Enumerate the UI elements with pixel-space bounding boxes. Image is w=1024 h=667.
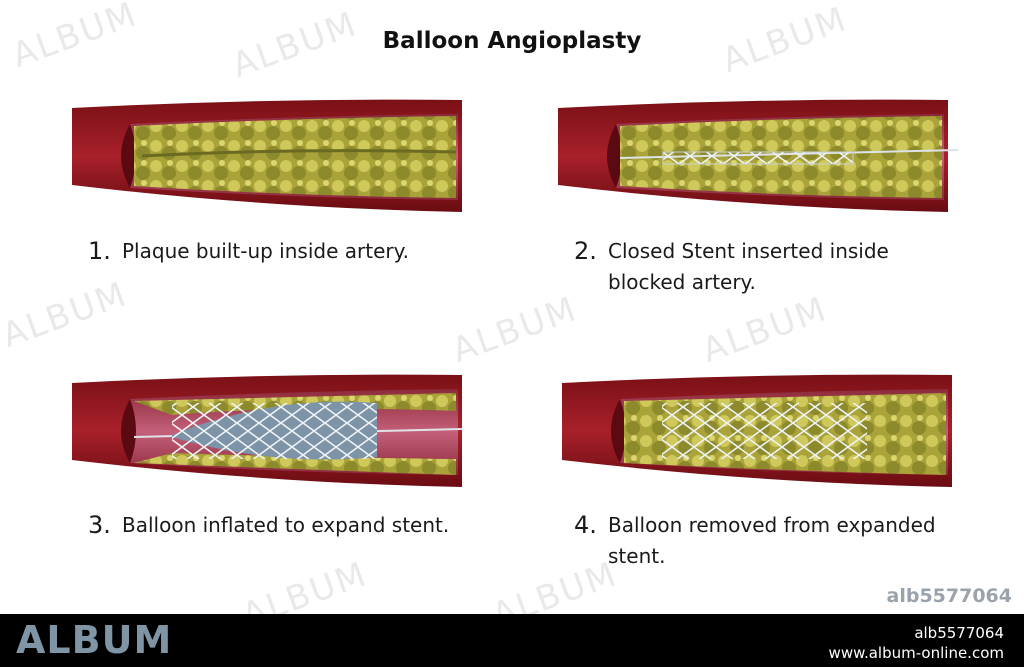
step-number: 3. bbox=[88, 511, 111, 539]
caption: 4. Balloon removed from expanded stent. bbox=[574, 510, 938, 572]
panel-expanded bbox=[562, 374, 952, 487]
step-text: Closed Stent inserted inside blocked art… bbox=[608, 239, 889, 294]
brand[interactable]: ALBUM bbox=[16, 618, 173, 662]
panel-plaque bbox=[72, 99, 462, 212]
title: Balloon Angioplasty bbox=[382, 28, 642, 54]
step-text: Balloon inflated to expand stent. bbox=[122, 513, 450, 537]
footer-id: alb5577064 bbox=[914, 624, 1004, 642]
image-id: alb5577064 bbox=[886, 585, 1012, 607]
panel-closed-stent bbox=[558, 99, 959, 212]
footer-url[interactable]: www.album-online.com bbox=[828, 644, 1004, 662]
caption: 1. Plaque built-up inside artery. bbox=[88, 236, 452, 267]
caption: 2. Closed Stent inserted inside blocked … bbox=[574, 236, 938, 298]
step-number: 4. bbox=[574, 511, 597, 539]
caption: 3. Balloon inflated to expand stent. bbox=[88, 510, 452, 541]
step-text: Balloon removed from expanded stent. bbox=[608, 513, 936, 568]
step-number: 1. bbox=[88, 237, 111, 265]
step-text: Plaque built-up inside artery. bbox=[122, 239, 409, 263]
footer: ALBUM alb5577064 www.album-online.com bbox=[0, 614, 1024, 667]
illustrations bbox=[72, 99, 959, 487]
panel-inflated bbox=[72, 374, 463, 487]
step-number: 2. bbox=[574, 237, 597, 265]
